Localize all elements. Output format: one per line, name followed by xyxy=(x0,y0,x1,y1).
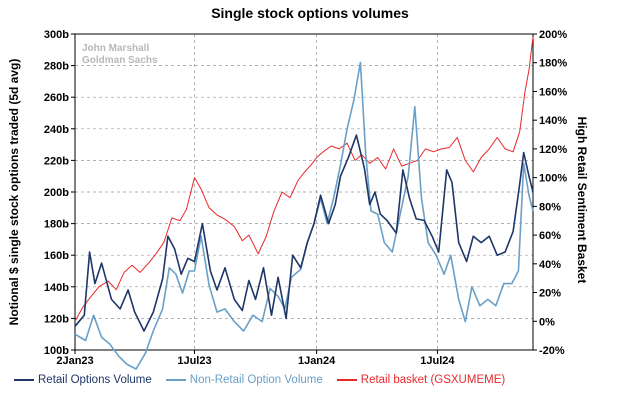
legend-swatch-non-retail xyxy=(165,379,186,381)
watermark-line-1: John Marshall xyxy=(82,43,149,54)
right-axis-label: High Retail Sentiment Basket xyxy=(575,117,589,284)
left-tick-label: 200b xyxy=(44,187,69,199)
x-axis-ticks: 2Jan23 1Jul23 1Jan24 1Jul24 xyxy=(56,350,455,367)
legend-label-non-retail: Non-Retail Option Volume xyxy=(189,374,323,386)
right-axis-ticks: -20% 0% 20% 40% 60% 80% 100% 120% 140% 160% 180% 20… xyxy=(533,29,567,357)
series-line-non-retail xyxy=(74,61,534,370)
legend-item-retail-basket: Retail basket (GSXUMEME) xyxy=(336,374,506,386)
left-tick-label: 160b xyxy=(44,250,69,262)
right-tick-label: 60% xyxy=(539,230,561,242)
right-tick-label: 80% xyxy=(539,201,561,213)
x-tick-label: 2Jan23 xyxy=(56,355,93,367)
right-tick-label: 160% xyxy=(539,86,567,98)
right-tick-label: 200% xyxy=(539,29,567,41)
left-tick-label: 300b xyxy=(44,29,69,41)
chart-title: Single stock options volumes xyxy=(211,5,409,21)
x-tick-label: 1Jul23 xyxy=(177,355,211,367)
left-tick-label: 260b xyxy=(44,92,69,104)
right-tick-label: 20% xyxy=(539,288,561,300)
legend-label-retail-options: Retail Options Volume xyxy=(38,374,152,386)
legend-item-non-retail: Non-Retail Option Volume xyxy=(165,374,323,386)
right-tick-label: 120% xyxy=(539,144,567,156)
left-tick-label: 140b xyxy=(44,282,69,294)
right-tick-label: 40% xyxy=(539,259,561,271)
right-tick-label: 140% xyxy=(539,115,567,127)
left-tick-label: 240b xyxy=(44,124,69,136)
series-layer xyxy=(74,36,534,370)
left-axis-ticks: 100b 120b 140b 160b 180b 200b 220b 240b 260b 280b… xyxy=(44,29,75,357)
series-line-retail-options xyxy=(74,134,534,332)
watermark-line-2: Goldman Sachs xyxy=(82,55,158,66)
left-tick-label: 220b xyxy=(44,155,69,167)
series-line-retail-basket xyxy=(74,36,534,322)
legend-item-retail-options: Retail Options Volume xyxy=(14,374,152,386)
left-axis-label: Notional $ single stock options traded (… xyxy=(7,59,21,326)
left-tick-label: 100b xyxy=(44,345,69,357)
right-tick-label: 180% xyxy=(539,58,567,70)
right-tick-label: 100% xyxy=(539,173,567,185)
right-tick-label: -20% xyxy=(539,345,565,357)
left-tick-label: 180b xyxy=(44,219,69,231)
x-tick-label: 1Jul24 xyxy=(420,355,455,367)
left-tick-label: 280b xyxy=(44,61,69,73)
legend: Retail Options Volume Non-Retail Option … xyxy=(14,374,505,386)
right-tick-label: 0% xyxy=(539,316,555,328)
legend-swatch-retail-basket xyxy=(336,379,357,381)
left-tick-label: 120b xyxy=(44,313,69,325)
grid-lines xyxy=(75,34,533,350)
legend-label-retail-basket: Retail basket (GSXUMEME) xyxy=(360,374,506,386)
x-tick-label: 1Jan24 xyxy=(298,355,336,367)
legend-swatch-retail-options xyxy=(14,379,34,381)
